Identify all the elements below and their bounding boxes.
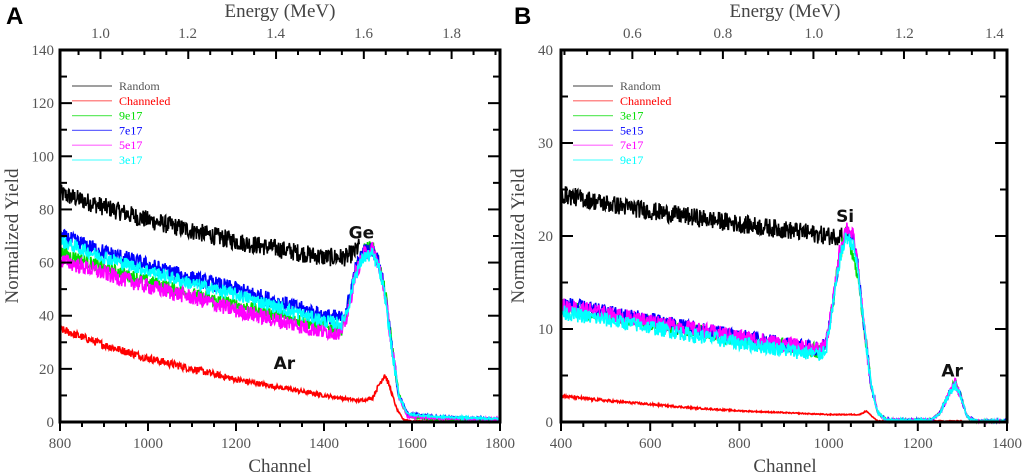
annotation-ge: Ge [349,224,374,244]
series-5e17-line [59,241,501,424]
plot-frame-a [58,48,502,424]
legend-label: 5e17 [119,138,142,152]
legend-label: Random [119,79,160,93]
legend-label: Random [620,79,661,93]
top-tick-label: 1.2 [895,26,914,42]
panel-label-a: A [6,3,23,30]
top-tick-label: 1.0 [805,26,824,42]
series-9e17-line [59,241,501,424]
x-tick-label: 1200 [903,436,933,452]
legend-item-9e17: 9e17 [573,153,643,167]
series-layer-a [59,184,501,424]
x-tick-label: 400 [550,436,573,452]
x-tick-label: 1200 [221,436,251,452]
y-tick-label: 100 [32,149,55,165]
x-tick-label: 1400 [992,436,1022,452]
legend-item-3e17: 3e17 [573,109,643,123]
panel-label-b: B [514,3,531,30]
series-channeled-line [59,325,501,424]
legend-item-random: Random [72,79,160,93]
legend-item-3e17: 3e17 [72,153,142,167]
y-axis-title-a: Normalized Yield [2,168,23,303]
annotation-ar: Ar [941,361,963,381]
legend-label: Channeled [119,94,170,108]
x-tick-label: 800 [49,436,72,452]
top-tick-label: 1.4 [266,26,285,42]
x-tick-label: 1600 [397,436,427,452]
y-tick-label: 20 [39,362,54,378]
top-tick-label: 1.0 [91,26,110,42]
legend-item-random: Random [573,79,661,93]
legend-item-5e17: 5e17 [72,138,142,152]
legend-label: 3e17 [620,109,643,123]
top-tick-label: 1.8 [442,26,461,42]
legend-label: 3e17 [119,153,142,167]
top-tick-label: 1.4 [985,26,1004,42]
top-axis-title-a: Energy (MeV) [225,1,336,22]
top-tick-label: 1.6 [354,26,373,42]
x-axis-title-a: Channel [248,456,311,476]
legend-label: 9e17 [119,109,142,123]
legend-item-channeled: Channeled [573,94,671,108]
legend-item-5e15: 5e15 [573,123,643,137]
ticks-a: 800 1000 1200 1400 1600 1800 0 20 40 60 80 100 120 14… [32,26,516,452]
y-tick-label: 60 [39,256,54,272]
panel-a: A Energy (MeV) Channel Normalized Yield … [2,1,515,476]
ticks-b: 400 600 800 1000 1200 1400 0 10 20 30 40 0.6 0.8 1.0 1… [538,26,1022,452]
series-9e17-line [560,232,1008,425]
series-random-line [560,186,843,246]
legend-label: 7e17 [119,123,142,137]
series-layer-b [560,186,1008,425]
top-tick-label: 0.6 [623,26,642,42]
annotations-a: Ge Ar [274,224,375,374]
x-tick-label: 1000 [133,436,163,452]
x-tick-label: 600 [639,436,662,452]
annotations-b: Si Ar [836,207,963,381]
y-tick-label: 20 [538,229,553,245]
legend-label: 7e17 [620,138,643,152]
y-tick-label: 0 [546,415,554,431]
y-tick-label: 40 [538,43,553,59]
y-tick-label: 10 [538,322,553,338]
top-tick-label: 0.8 [714,26,733,42]
legend-label: Channeled [620,94,671,108]
annotation-si: Si [836,207,854,227]
legend-item-7e17: 7e17 [72,123,142,137]
plot-frame-b [559,48,1009,424]
series-3e17-line [59,236,501,422]
y-tick-label: 0 [47,415,55,431]
annotation-ar: Ar [274,354,296,374]
legend-item-channeled: Channeled [72,94,170,108]
top-axis-title-b: Energy (MeV) [730,1,841,22]
legend-item-7e17: 7e17 [573,138,643,152]
top-tick-label: 1.2 [178,26,197,42]
x-axis-title-b: Channel [753,456,816,476]
y-tick-label: 140 [32,43,55,59]
series-channeled-line [560,392,963,424]
x-tick-label: 1400 [309,436,339,452]
legend-label: 9e17 [620,153,643,167]
y-tick-label: 120 [32,96,55,112]
series-random-line [59,184,360,267]
legend-label: 5e15 [620,123,643,137]
panel-b: B Energy (MeV) Channel Normalized Yield … [508,1,1022,476]
legend-item-9e17: 9e17 [72,109,142,123]
y-axis-title-b: Normalized Yield [508,168,529,303]
x-tick-label: 800 [728,436,751,452]
x-tick-label: 1000 [814,436,844,452]
x-tick-label: 1800 [485,436,515,452]
y-tick-label: 40 [39,309,54,325]
y-tick-label: 30 [538,136,553,152]
y-tick-label: 80 [39,202,54,218]
